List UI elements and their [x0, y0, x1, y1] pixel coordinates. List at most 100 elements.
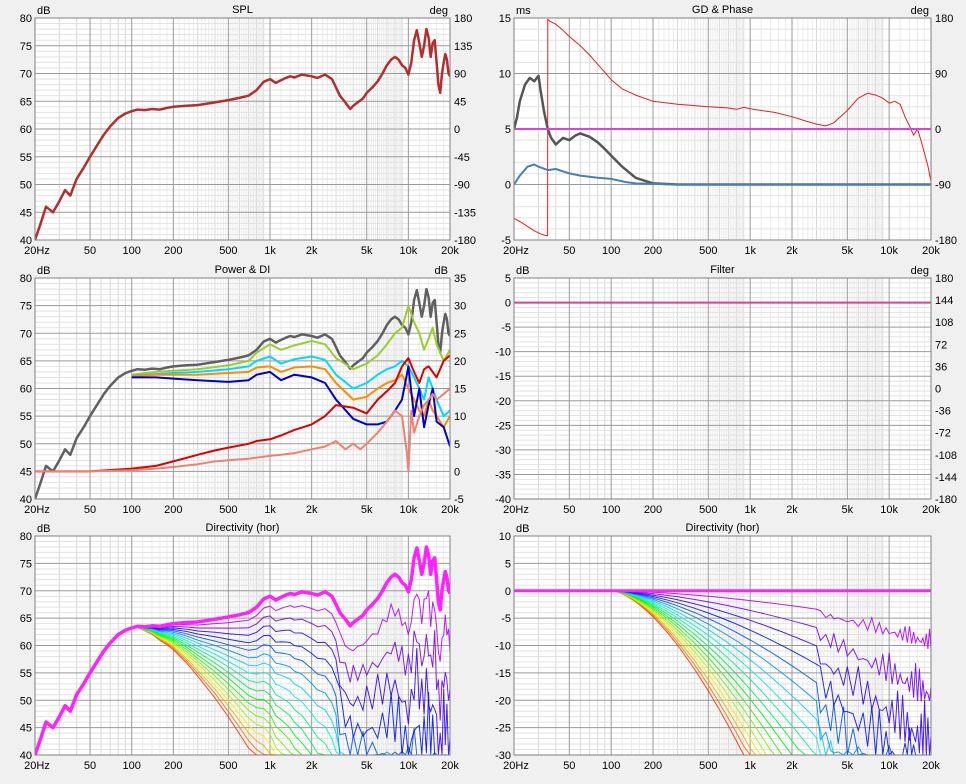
y-tick-label: 60: [20, 124, 32, 136]
series-line-1: [131, 304, 450, 376]
y2-tick-label: -144: [935, 472, 957, 484]
x-tick-label: 100: [602, 245, 620, 257]
left-unit-label: dB: [37, 5, 50, 17]
y2-tick-label: 180: [935, 273, 953, 285]
chart-title: Directivity (hor): [686, 522, 760, 534]
y2-tick-label: 36: [935, 361, 947, 373]
y2-tick-label: 144: [935, 295, 953, 307]
y2-tick-label: 180: [935, 13, 953, 25]
y2-tick-label: 5: [454, 439, 460, 451]
y2-tick-label: 90: [454, 69, 466, 81]
y2-tick-label: 72: [935, 339, 947, 351]
y-tick-label: 65: [20, 96, 32, 108]
x-tick-label: 20k: [441, 245, 459, 257]
chart-title: Power & DI: [215, 264, 271, 276]
chart-title: Filter: [710, 264, 735, 276]
chart-5: Directivity (hor) dB -30 -25 -20 -15 -10 -5 0 5 10…: [495, 522, 940, 772]
chart-title: GD & Phase: [692, 4, 753, 16]
chart-2: Power & DI dB dB 40 45 50 55 60 65 70 75 80 -5 0 5 10 15…: [20, 264, 467, 516]
y2-tick-label: 35: [454, 273, 466, 285]
y-tick-label: -15: [495, 668, 511, 680]
y-tick-label: -25: [495, 420, 511, 432]
series-line-2: [514, 163, 931, 186]
x-tick-label: 200: [164, 760, 182, 772]
x-tick-label: 500: [699, 760, 717, 772]
x-tick-label: 5k: [361, 245, 373, 257]
x-tick-label: 20k: [922, 245, 940, 257]
y2-tick-label: 0: [454, 466, 460, 478]
y-tick-label: 0: [505, 180, 511, 192]
y-tick-label: 50: [20, 180, 32, 192]
y-tick-label: -35: [495, 469, 511, 481]
x-tick-label: 10k: [399, 760, 417, 772]
y2-tick-label: -5: [454, 494, 464, 506]
y-tick-label: -5: [501, 613, 511, 625]
left-unit-label: dB: [37, 523, 50, 535]
x-tick-label: 500: [699, 245, 717, 257]
plot-frame: [34, 535, 451, 756]
y2-tick-label: -180: [935, 235, 957, 247]
x-tick-label: 2k: [306, 504, 318, 516]
y-tick-label: -30: [495, 750, 511, 762]
y-tick-label: -40: [495, 494, 511, 506]
y-tick-label: 50: [20, 695, 32, 707]
x-tick-label: 100: [123, 245, 141, 257]
x-tick-label: 2k: [306, 245, 318, 257]
x-tick-label: 20k: [922, 760, 940, 772]
x-tick-label: 20Hz: [24, 245, 50, 257]
x-tick-label: 5k: [842, 760, 854, 772]
y-tick-label: 5: [505, 273, 511, 285]
y-tick-label: 5: [505, 558, 511, 570]
y2-tick-label: -135: [454, 207, 476, 219]
y2-tick-label: -90: [454, 180, 470, 192]
y-tick-label: 0: [505, 298, 511, 310]
y2-tick-label: 45: [454, 96, 466, 108]
chart-4: Directivity (hor) dB 40 45 50 55 60 65 70 75 80 20H…: [20, 522, 460, 772]
x-tick-label: 500: [699, 504, 717, 516]
y-tick-label: -15: [495, 371, 511, 383]
x-tick-label: 1k: [264, 760, 276, 772]
y-tick-label: 45: [20, 723, 32, 735]
right-unit-label: dB: [435, 265, 448, 277]
y2-tick-label: -45: [454, 152, 470, 164]
plot-frame: [513, 17, 932, 241]
y-tick-label: 80: [20, 13, 32, 25]
x-tick-label: 20Hz: [503, 760, 529, 772]
y2-tick-label: 135: [454, 41, 472, 53]
y-tick-label: 75: [20, 41, 32, 53]
x-tick-label: 200: [644, 504, 662, 516]
x-tick-label: 10k: [880, 504, 898, 516]
plot-frame: [513, 535, 932, 756]
x-tick-label: 2k: [786, 504, 798, 516]
x-tick-label: 50: [563, 760, 575, 772]
y-tick-label: 10: [499, 69, 511, 81]
y-tick-label: 40: [20, 235, 32, 247]
y-tick-label: 15: [499, 13, 511, 25]
series-line-0: [35, 545, 450, 755]
y-tick-label: 75: [20, 558, 32, 570]
x-tick-label: 2k: [306, 760, 318, 772]
x-tick-label: 500: [219, 760, 237, 772]
y-tick-label: 45: [20, 207, 32, 219]
series-line-6: [35, 387, 450, 473]
x-tick-label: 10k: [880, 760, 898, 772]
chart-title: Directivity (hor): [206, 522, 280, 534]
x-tick-label: 200: [164, 504, 182, 516]
series-line-0: [514, 18, 931, 237]
y-tick-label: 65: [20, 356, 32, 368]
chart-3: Filter dB deg -40 -35 -30 -25 -20 -15 -10 -5 0 5 -180…: [495, 264, 957, 516]
y-tick-label: 80: [20, 531, 32, 543]
x-tick-label: 1k: [264, 504, 276, 516]
y-tick-label: 55: [20, 668, 32, 680]
left-unit-label: dB: [37, 265, 50, 277]
y2-tick-label: 180: [454, 13, 472, 25]
y2-tick-label: -90: [935, 180, 951, 192]
y2-tick-label: 10: [454, 411, 466, 423]
left-unit-label: dB: [516, 265, 529, 277]
x-tick-label: 10k: [399, 245, 417, 257]
y-tick-label: 70: [20, 69, 32, 81]
y2-tick-label: -180: [935, 494, 957, 506]
x-tick-label: 20k: [922, 504, 940, 516]
y2-tick-label: 0: [454, 124, 460, 136]
x-tick-label: 1k: [264, 245, 276, 257]
